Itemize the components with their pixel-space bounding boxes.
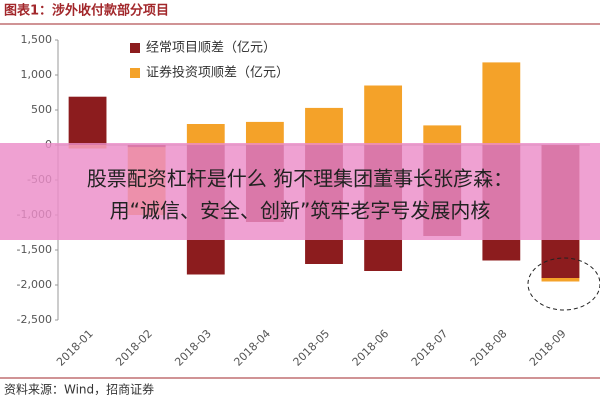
y-tick-label: -2,500 (17, 313, 52, 326)
bar (245, 121, 284, 145)
bar (305, 107, 343, 145)
legend-swatch (130, 68, 140, 78)
source: 资料来源：Wind，招商证券 (4, 382, 154, 397)
x-tick-label: 2018-01 (54, 327, 96, 369)
banner-line: 股票配资杠杆是什么 狗不理集团董事长张彦森： (87, 167, 513, 191)
x-tick-label: 2018-02 (113, 327, 155, 369)
y-tick-label: -1,500 (17, 243, 52, 256)
legend-swatch (130, 43, 140, 53)
y-tick-label: 1,000 (21, 68, 53, 81)
x-tick-label: 2018-03 (172, 327, 214, 369)
x-tick-label: 2018-06 (350, 327, 392, 369)
x-tick-label: 2018-08 (468, 327, 510, 369)
banner (0, 143, 600, 240)
bar (423, 125, 462, 145)
x-tick-label: 2018-05 (291, 327, 333, 369)
legend-label: 证券投资项顺差（亿元） (146, 65, 289, 81)
bar (364, 85, 403, 145)
y-tick-label: 500 (31, 103, 52, 116)
bar (68, 96, 107, 145)
y-tick-label: 1,500 (21, 33, 53, 46)
y-tick-label: -2,000 (17, 278, 52, 291)
x-tick-label: 2018-04 (231, 327, 273, 369)
x-tick-label: 2018-07 (409, 327, 451, 369)
chart-title: 图表1：涉外收付款部分项目 (4, 3, 169, 19)
bar (482, 62, 521, 145)
banner-line: 用“诚信、安全、创新”筑牢老字号发展内核 (110, 199, 491, 223)
x-tick-label: 2018-09 (527, 327, 569, 369)
bar (186, 124, 225, 145)
legend-label: 经常项目顺差（亿元） (146, 41, 276, 56)
